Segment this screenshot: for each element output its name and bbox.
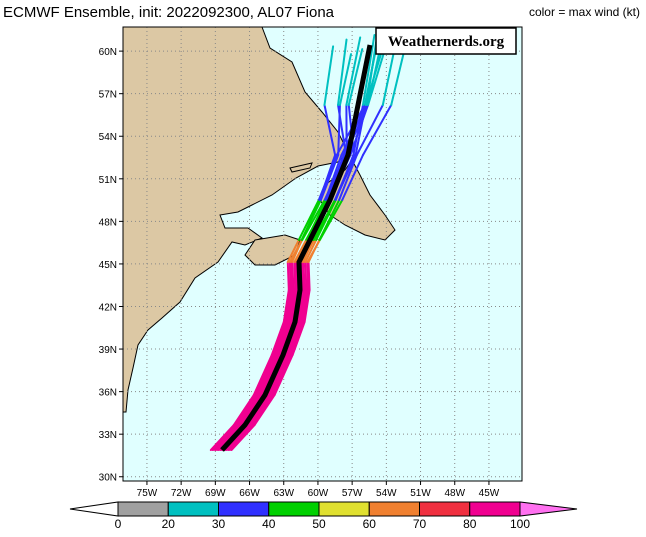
lon-label: 51W [410, 488, 431, 499]
lon-label: 75W [137, 488, 158, 499]
lon-label: 72W [171, 488, 192, 499]
colorbar-segment [319, 502, 369, 516]
watermark: Weathernerds.org [388, 34, 505, 50]
lon-label: 54W [376, 488, 397, 499]
colorbar-label: 60 [363, 517, 377, 531]
colorbar-label: 50 [312, 517, 326, 531]
lon-label: 60W [308, 488, 329, 499]
lat-label: 42N [99, 302, 117, 313]
lon-label: 69W [205, 488, 226, 499]
lat-label: 39N [99, 345, 117, 356]
legend-title: color = max wind (kt) [529, 5, 640, 19]
colorbar-label: 30 [212, 517, 226, 531]
colorbar: 0 20 30 40 50 60 70 80 100 [70, 502, 577, 531]
lat-label: 60N [99, 47, 117, 58]
colorbar-segment [168, 502, 218, 516]
lat-label: 51N [99, 175, 117, 186]
colorbar-segment [470, 502, 520, 516]
lon-label: 66W [239, 488, 260, 499]
lat-label: 30N [99, 473, 117, 484]
lat-label: 45N [99, 260, 117, 271]
track-segment [309, 262, 310, 290]
lon-label: 48W [444, 488, 465, 499]
colorbar-label: 0 [115, 517, 122, 531]
colorbar-label: 100 [510, 517, 530, 531]
colorbar-segment [420, 502, 470, 516]
colorbar-segment [219, 502, 269, 516]
lon-label: 57W [342, 488, 363, 499]
lat-label: 33N [99, 430, 117, 441]
lat-label: 36N [99, 388, 117, 399]
colorbar-arrow-right [520, 502, 577, 516]
colorbar-label: 70 [413, 517, 427, 531]
colorbar-segment [369, 502, 419, 516]
lat-label: 48N [99, 217, 117, 228]
colorbar-label: 40 [262, 517, 276, 531]
track-segment [305, 262, 306, 290]
lat-label: 54N [99, 132, 117, 143]
track-segment [294, 262, 295, 290]
title: ECMWF Ensemble, init: 2022092300, AL07 F… [3, 4, 335, 21]
lat-label: 57N [99, 90, 117, 101]
lon-label: 63W [273, 488, 294, 499]
colorbar-segment [118, 502, 168, 516]
colorbar-label: 20 [162, 517, 176, 531]
lon-label: 45W [479, 488, 500, 499]
colorbar-segment [269, 502, 319, 516]
colorbar-label: 80 [463, 517, 477, 531]
colorbar-arrow-left [70, 502, 118, 516]
track-segment [288, 262, 289, 290]
